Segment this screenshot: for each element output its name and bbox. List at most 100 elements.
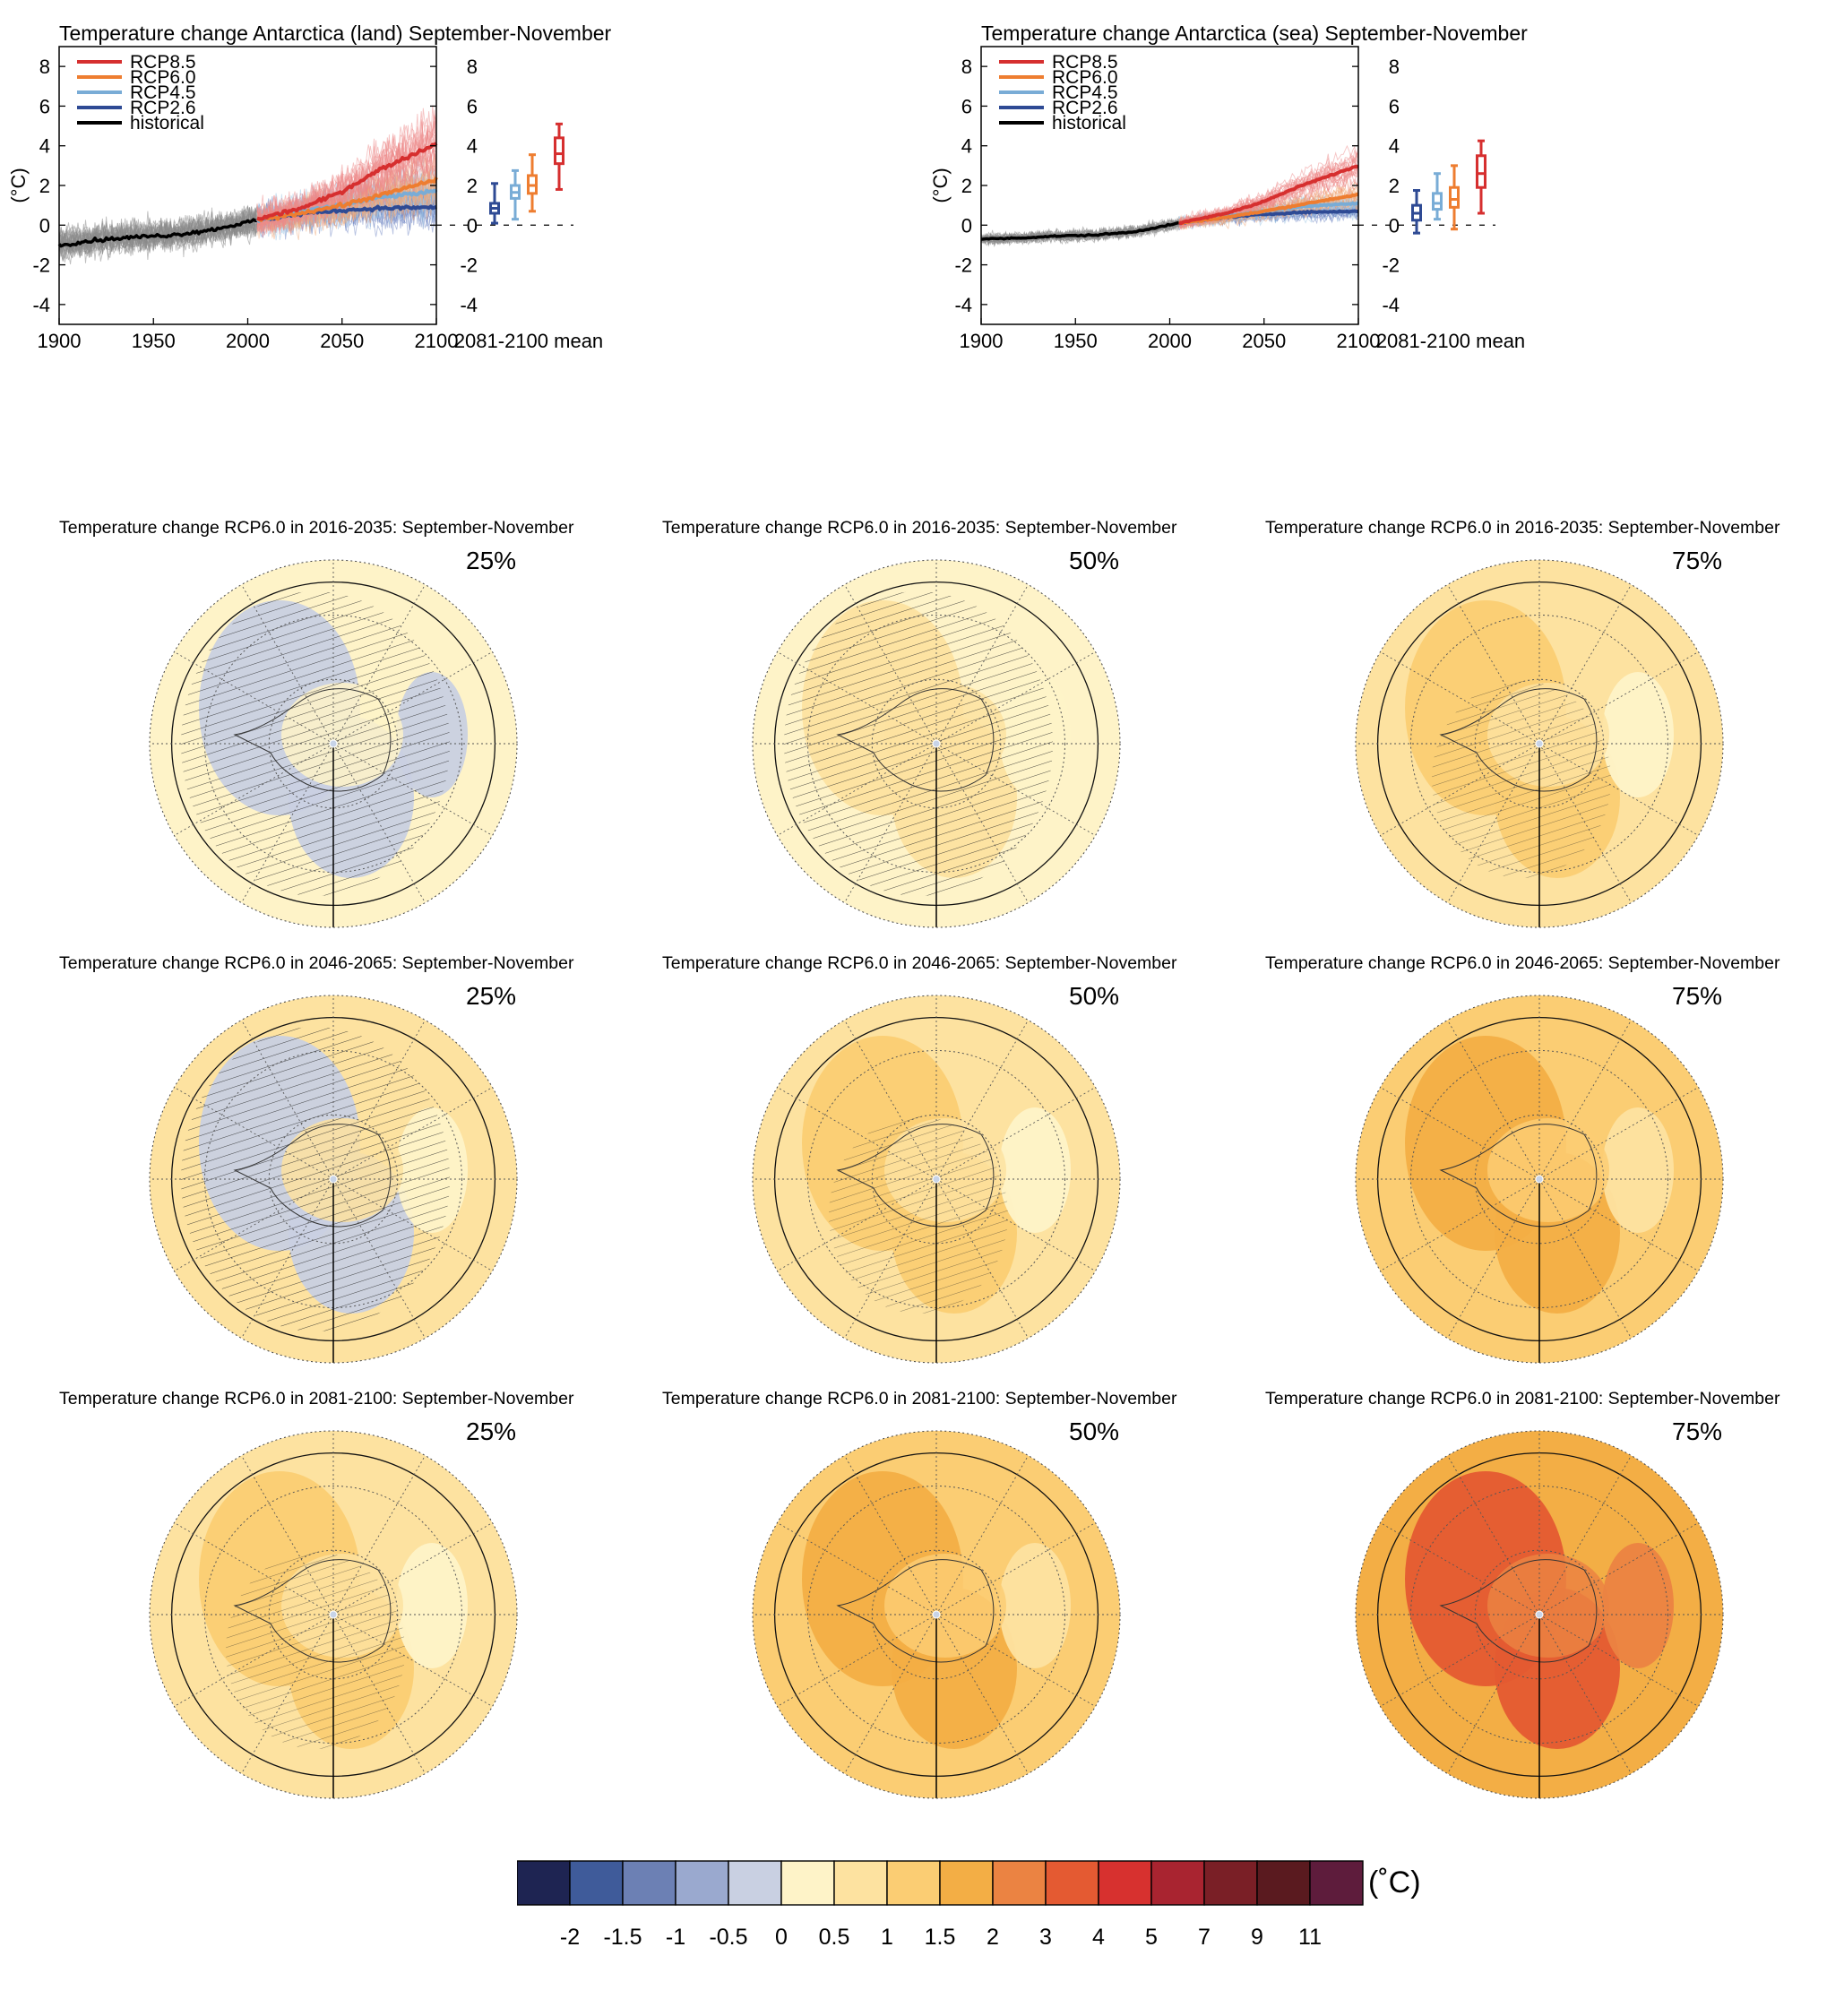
- meridian-line: [935, 1178, 1029, 1339]
- y-tick-label-right: 0: [1389, 214, 1400, 237]
- meridian-line: [935, 1178, 1096, 1271]
- map-anomaly-region: [1602, 1543, 1674, 1668]
- plot-area: [980, 144, 1359, 248]
- boxplot-RCP6.0: [527, 153, 538, 213]
- y-tick-label: -2: [32, 254, 50, 277]
- legend-label: RCP2.6: [130, 98, 196, 118]
- y-tick-label: 8: [39, 56, 50, 78]
- map-panel: Temperature change RCP6.0 in 2016-2035: …: [603, 511, 1218, 946]
- polar-map: [1355, 1430, 1724, 1799]
- meridian-line: [1538, 743, 1699, 836]
- y-tick-label: 0: [39, 214, 50, 237]
- legend-label: RCP6.0: [130, 67, 196, 88]
- map-title: Temperature change RCP6.0 in 2046-2065: …: [662, 953, 1177, 973]
- meridian-line: [935, 743, 1029, 903]
- map-outer-edge: [1355, 559, 1724, 928]
- boxplot-box: [1432, 192, 1443, 211]
- polar-map: [752, 995, 1121, 1364]
- map-anomaly-region: [999, 1107, 1071, 1233]
- meridian-line: [844, 1178, 937, 1339]
- map-percentile-label: 50%: [1069, 547, 1120, 574]
- meridian-line: [332, 1614, 493, 1707]
- land-timeseries-panel: Temperature change Antarctica (land) Sep…: [0, 0, 922, 502]
- map-panel: Temperature change RCP6.0 in 2081-2100: …: [603, 1382, 1218, 1817]
- boxplot-RCP2.6: [489, 182, 500, 225]
- meridian-line: [935, 743, 1096, 836]
- meridian-line: [1380, 651, 1540, 745]
- colorbar: (˚C) -2 -1.5 -1 -0.5 0 0.5 1 1.5 2 3 4 5 7 9 11: [517, 1859, 1503, 1958]
- colorbar-tick-label: 11: [1298, 1925, 1322, 1950]
- y-axis-label: (°C): [7, 168, 30, 202]
- boxplot-RCP4.5: [510, 168, 521, 221]
- coastline: [1439, 1559, 1598, 1663]
- polar-map: [752, 559, 1121, 928]
- legend-label: RCP8.5: [1052, 52, 1118, 73]
- map-outer-edge: [752, 559, 1121, 928]
- y-tick-label: 6: [39, 95, 50, 117]
- map-percentile-label: 25%: [466, 547, 517, 574]
- y-tick-label-right: 2: [1389, 175, 1400, 197]
- meridian-line: [1538, 1020, 1632, 1180]
- map-continent-field: [1487, 1118, 1609, 1222]
- map-panel: Temperature change RCP6.0 in 2046-2065: …: [0, 946, 615, 1382]
- meridian-line: [1447, 584, 1540, 745]
- series-line-RCP6.0: [1178, 192, 1359, 226]
- map-panel: Temperature change RCP6.0 in 2016-2035: …: [1206, 511, 1821, 946]
- meridian-line: [332, 1020, 426, 1180]
- RCP8.5-member-line: [1178, 144, 1359, 227]
- map-percentile-label: 75%: [1672, 547, 1723, 574]
- y-tick-label: -4: [954, 294, 972, 316]
- meridian-line: [1538, 1522, 1699, 1615]
- x-tick-label: 1950: [132, 330, 176, 352]
- map-field: [1356, 1431, 1723, 1798]
- RCP8.5-member-line: [256, 115, 437, 227]
- meridian-line: [777, 1522, 937, 1615]
- hatch-overlay: [829, 1116, 1008, 1314]
- colorbar-swatch: [1098, 1860, 1152, 1906]
- boxplot-RCP8.5: [1476, 139, 1486, 215]
- colorbar-swatch: [622, 1860, 676, 1906]
- boxplot-RCP8.5: [554, 122, 564, 191]
- colorbar-swatch: [675, 1860, 729, 1906]
- sea-timeseries-panel: Temperature change Antarctica (sea) Sept…: [922, 0, 1844, 502]
- meridian-line: [1538, 584, 1632, 745]
- meridian-line: [935, 651, 1096, 745]
- map-panel: Temperature change RCP6.0 in 2046-2065: …: [1206, 946, 1821, 1382]
- colorbar-tick-label: 5: [1145, 1925, 1158, 1950]
- x-tick-label: 2050: [320, 330, 364, 352]
- series-line-historical: [980, 220, 1180, 241]
- coastline: [836, 1559, 995, 1663]
- y-tick-label-right: -2: [460, 254, 478, 277]
- y-tick-label: 2: [39, 175, 50, 197]
- meridian-line: [935, 1614, 1029, 1774]
- x-tick-label: 2100: [1337, 330, 1381, 352]
- y-tick-label-right: 6: [1389, 95, 1400, 117]
- boxplot-RCP4.5: [1432, 172, 1443, 221]
- meridian-line: [1380, 743, 1540, 836]
- legend-label: RCP8.5: [130, 52, 196, 73]
- meridian-line: [935, 584, 1029, 745]
- y-tick-label: 0: [961, 214, 972, 237]
- meridian-line: [241, 584, 334, 745]
- map-percentile-label: 75%: [1672, 982, 1723, 1010]
- map-panel: Temperature change RCP6.0 in 2046-2065: …: [603, 946, 1218, 1382]
- map-anomaly-region: [396, 1543, 468, 1668]
- meridian-line: [174, 1522, 334, 1615]
- y-tick-label-right: 2: [467, 175, 478, 197]
- map-percentile-label: 75%: [1672, 1417, 1723, 1445]
- meridian-line: [844, 1455, 937, 1615]
- polar-map: [752, 1430, 1121, 1799]
- colorbar-tick-label: 4: [1092, 1925, 1105, 1950]
- polar-map: [149, 559, 518, 928]
- meridian-line: [935, 1614, 1096, 1707]
- boxplot-box: [1476, 154, 1486, 189]
- south-pole-marker: [1535, 1610, 1544, 1619]
- legend-label: historical: [1052, 113, 1126, 134]
- meridian-line: [332, 1178, 493, 1271]
- land-chart-title: Temperature change Antarctica (land) Sep…: [59, 22, 612, 45]
- map-title: Temperature change RCP6.0 in 2081-2100: …: [59, 1389, 574, 1409]
- polar-map: [149, 1430, 518, 1799]
- colorbar-swatch: [569, 1860, 624, 1906]
- map-title: Temperature change RCP6.0 in 2016-2035: …: [662, 518, 1177, 538]
